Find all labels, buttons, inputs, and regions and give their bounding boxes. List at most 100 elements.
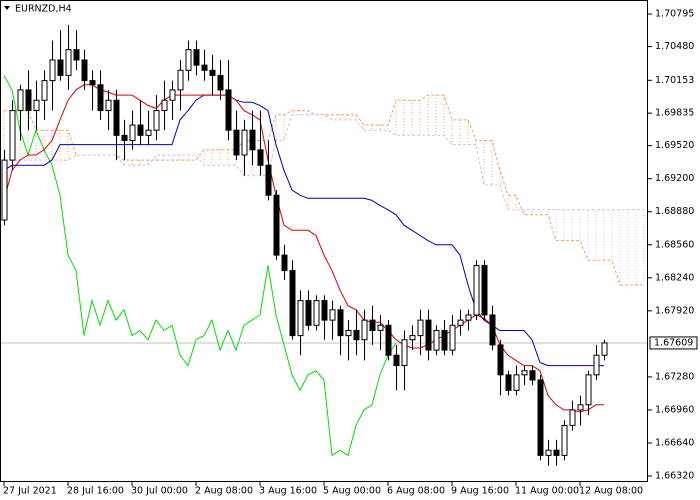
candle-body (209, 69, 216, 76)
candle-body (145, 129, 152, 136)
candle-body (433, 329, 440, 351)
candle-body (337, 309, 344, 337)
candle-body (505, 374, 512, 391)
candle-body (241, 129, 248, 156)
candle-body (385, 324, 392, 356)
candle-body (121, 134, 128, 142)
x-tick-label: 12 Aug 08:00 (579, 486, 643, 497)
y-tick-label: 1.70153 (655, 75, 694, 86)
candle-body (601, 342, 608, 356)
candle-body (353, 329, 360, 341)
candle-body (113, 99, 120, 136)
cloud-span (4, 114, 644, 211)
x-tick-label: 28 Jul 16:00 (67, 486, 124, 497)
candle-body (393, 354, 400, 367)
candle-body (9, 110, 16, 161)
candle-body (193, 49, 200, 66)
candle-body (257, 149, 264, 166)
x-tick-label: 9 Aug 16:00 (451, 486, 509, 497)
candle-body (65, 49, 72, 76)
candle-body (489, 314, 496, 346)
y-tick-label: 1.68240 (655, 272, 694, 283)
indicator-line (3, 94, 604, 367)
candle-body (369, 319, 376, 331)
y-tick-label: 1.68880 (655, 206, 694, 217)
candle-body (305, 300, 312, 326)
candle-body (233, 129, 240, 156)
candle-body (41, 80, 48, 101)
candle-body (449, 324, 456, 351)
y-tick-label: 1.66640 (655, 437, 694, 448)
candle-body (313, 300, 320, 326)
x-tick-label: 6 Aug 08:00 (387, 486, 445, 497)
candle-body (529, 370, 536, 381)
y-tick-label: 1.70480 (655, 41, 694, 52)
last-price-box (649, 336, 698, 350)
chart-title: EURNZD,H4 (15, 4, 72, 15)
indicator-line (3, 75, 397, 457)
candle-body (73, 49, 80, 61)
candle-body (153, 110, 160, 131)
frame (0, 0, 648, 482)
candle-body (137, 124, 144, 136)
candle-body (417, 319, 424, 337)
plot-area (0, 24, 648, 466)
last-price-label: 1.67609 (654, 337, 693, 348)
x-tick-label: 30 Jul 00:00 (131, 486, 188, 497)
candle-body (409, 335, 416, 341)
y-tick-label: 1.66960 (655, 404, 694, 415)
x-tick-label: 5 Aug 00:00 (323, 486, 381, 497)
candle-body (1, 159, 8, 221)
x-tick-label: 2 Aug 08:00 (195, 486, 253, 497)
y-tick-label: 1.69835 (655, 108, 694, 119)
candle-body (561, 424, 568, 456)
candle-body (377, 324, 384, 331)
candle-body (513, 374, 520, 391)
candle-body (273, 194, 280, 256)
candle-body (545, 449, 552, 456)
x-tick-label: 27 Jul 2021 (3, 486, 57, 497)
candle-body (553, 449, 560, 456)
candle-body (497, 344, 504, 376)
candle-body (169, 89, 176, 101)
candle-body (329, 309, 336, 321)
candle-body (345, 329, 352, 337)
cloud-span (4, 94, 644, 286)
candle-body (585, 374, 592, 406)
y-tick-label: 1.67920 (655, 305, 694, 316)
y-tick-label: 1.69520 (655, 140, 694, 151)
candle-body (177, 69, 184, 91)
candle-body (297, 300, 304, 337)
candle-body (441, 329, 448, 351)
candle-body (481, 264, 488, 316)
candle-body (89, 80, 96, 86)
candle-body (105, 99, 112, 112)
candle-body (473, 264, 480, 316)
y-tick-label: 1.70795 (655, 9, 694, 20)
candle-body (25, 89, 32, 112)
x-tick-label: 11 Aug 00:00 (515, 486, 579, 497)
candle-body (425, 319, 432, 351)
candle-body (49, 59, 56, 82)
candle-body (201, 64, 208, 71)
candle-body (569, 409, 576, 426)
y-tick-label: 1.67280 (655, 371, 694, 382)
candle-body (97, 84, 104, 112)
candle-body (593, 354, 600, 376)
candle-body (465, 314, 472, 321)
candle-body (281, 254, 288, 272)
candle-body (129, 124, 136, 142)
candle-body (57, 59, 64, 76)
candle-body (17, 89, 24, 112)
candle-body (161, 99, 168, 112)
y-tick-label: 1.68560 (655, 239, 694, 250)
candle-body (521, 370, 528, 376)
indicator-line (3, 84, 604, 413)
candle-body (33, 99, 40, 112)
candle-body (225, 89, 232, 131)
candle-body (289, 270, 296, 337)
candle-body (185, 49, 192, 71)
